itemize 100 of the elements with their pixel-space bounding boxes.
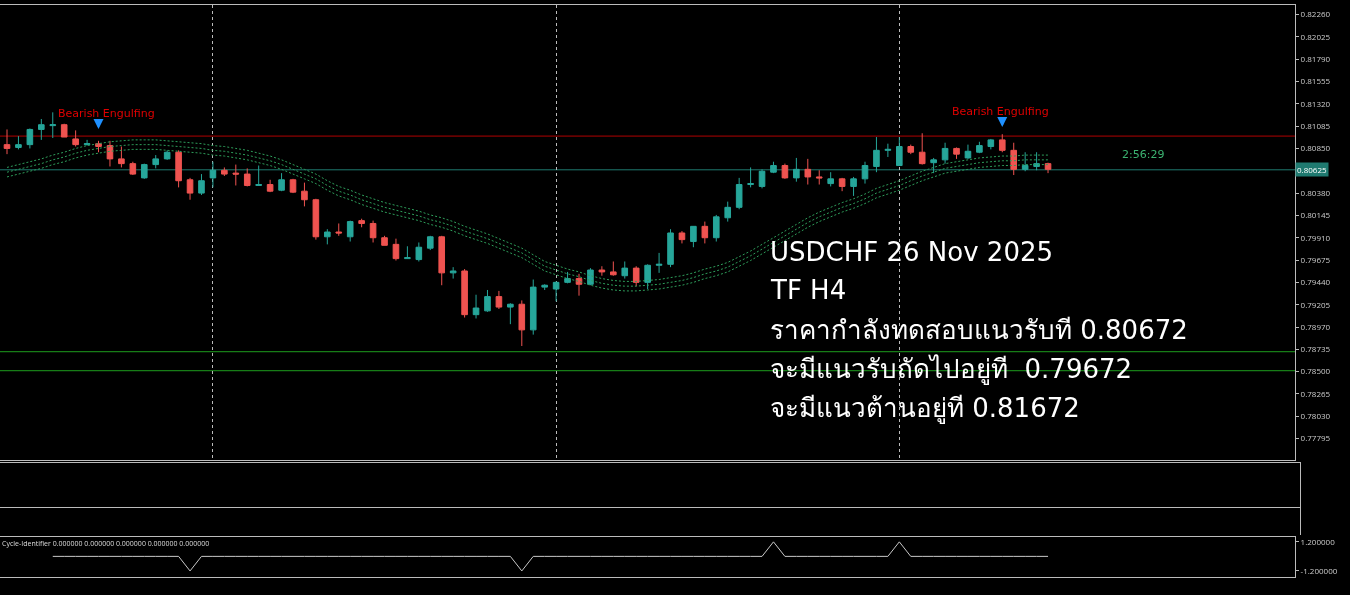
candlestick [449,266,457,280]
y-tick-label: 0.82260 [1300,8,1331,20]
candlestick [140,163,148,180]
y-tick-label: 0.80145 [1300,209,1331,221]
y-tick-label: 0.79910 [1300,231,1331,243]
annotation: USDCHF 26 Nov 2025 [770,237,1054,267]
candlestick [941,142,949,165]
candlestick [392,238,400,262]
y-tick-label: 0.77795 [1300,432,1331,444]
candlestick [129,161,137,176]
candlestick [507,302,514,325]
candlestick [987,138,995,150]
y-tick-label: 0.82025 [1300,30,1331,42]
annotation: Bearish Engulfing [58,107,155,120]
y-tick-label: 0.79205 [1300,298,1331,310]
candlestick [209,161,217,188]
candlestick [1044,162,1052,174]
candlestick [221,166,228,177]
y-tick-label: 0.78970 [1300,320,1331,332]
y-tick-label: 0.78030 [1300,410,1331,422]
candlestick [998,133,1006,153]
candlestick [118,146,125,168]
candlestick [838,177,846,192]
candlestick [369,220,377,243]
candlestick [632,265,640,287]
candlestick [667,228,674,268]
candlestick [907,144,915,155]
candlestick [804,158,812,186]
candlestick [575,273,583,297]
candlestick [598,265,606,277]
candlestick [95,140,102,153]
candlestick [415,241,423,262]
candlestick [1010,142,1018,176]
candlestick [781,163,789,180]
candlestick [827,171,834,187]
candlestick [3,128,11,155]
candlestick [15,135,22,150]
candlestick [243,167,251,187]
candlestick [106,140,114,167]
candlestick [758,168,766,189]
candlestick [747,166,754,188]
candlestick [163,149,171,161]
candlestick [335,222,343,237]
annotation: จะมีแนวรับถัดไปอยู่ที 0.79672 [770,354,1133,385]
candlestick [735,177,743,210]
candlestick [655,252,663,274]
candlestick [610,260,617,277]
candlestick [38,118,45,141]
candlestick [426,235,434,251]
text: 2:56:29 [1122,148,1165,161]
candlestick [770,161,777,174]
candlestick [861,161,869,185]
y-tick-label: 0.80850 [1300,142,1331,154]
candlestick [850,176,857,197]
y-tick-label: 0.79440 [1300,276,1331,288]
candlestick [930,157,937,174]
candlestick [438,235,446,286]
candlestick [712,214,720,243]
candlestick [312,198,320,241]
candlestick [552,280,560,302]
candlestick [186,177,194,201]
candlestick [1021,151,1029,172]
candlestick [83,139,91,147]
y-tick-label: 0.78735 [1300,343,1331,355]
annotation: Bearish Engulfing [952,105,1049,118]
annotation: ราคากำลังทดสอบแนวรับที 0.80672 [770,315,1188,345]
candlestick [701,221,709,244]
candlestick [884,143,892,158]
candlestick [724,201,732,223]
candlestick [404,245,411,260]
y-tick-label: 0.79675 [1300,253,1331,265]
candlestick [358,218,365,228]
candlestick [60,123,68,138]
candlestick [198,173,205,196]
candlestick [301,182,308,207]
y-tick-label: 0.81790 [1300,52,1331,64]
candlestick [1033,151,1040,171]
candlestick [678,230,686,244]
candlestick [152,154,160,169]
candlestick [541,283,548,291]
y-tick-label: -1.200000 [1300,564,1338,576]
candlestick [346,220,354,243]
y-tick-label: 0.80380 [1300,186,1331,198]
annotation: TF H4 [770,275,847,305]
candlestick [621,260,629,280]
candlestick [873,136,880,173]
candlestick [72,129,79,148]
candlestick [964,144,972,160]
y-tick-label: 0.81085 [1300,119,1331,131]
candlestick [232,164,240,186]
candlestick [26,127,34,149]
candlestick [175,149,182,188]
candlestick [918,132,926,166]
candlestick [518,299,526,347]
candlestick [266,179,274,193]
candlestick [324,228,331,245]
candlestick [815,169,823,186]
candlestick [472,294,480,319]
y-tick-label: 0.78265 [1300,387,1331,399]
y-tick-label: 0.78500 [1300,365,1331,377]
